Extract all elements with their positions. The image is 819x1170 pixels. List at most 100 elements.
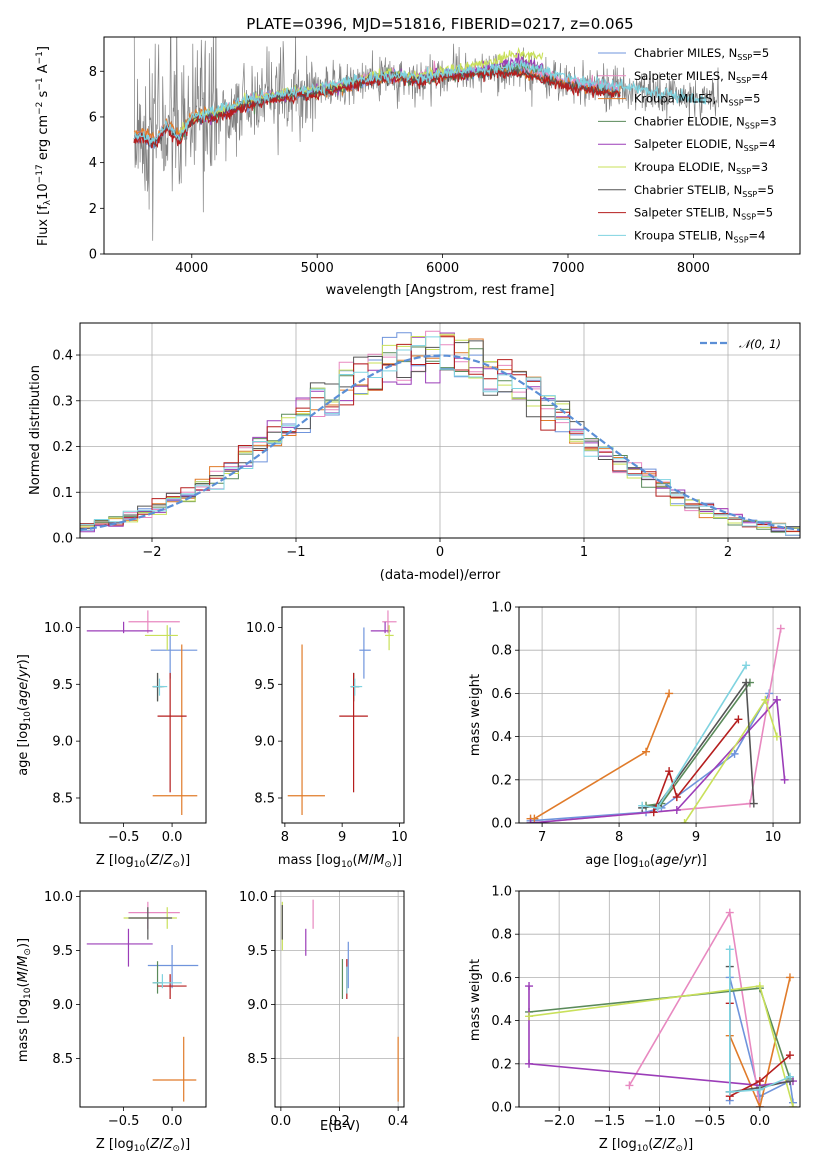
mass-vs-extinction-xtick-label: 0.4 (388, 1114, 409, 1129)
weight-vs-metallicity-point (725, 1087, 734, 1096)
weight-vs-age-series (526, 695, 789, 823)
age-vs-metallicity-panel: −0.5 0.0 8.5 9.0 9.5 10.0 Z [log10(Z/Z⊙)] age… (16, 606, 207, 870)
weight-vs-metallicity-point (755, 1077, 764, 1086)
age-vs-mass-ytick-label: 9.0 (254, 735, 275, 750)
spectrum-model-line (133, 58, 707, 146)
weight-vs-metallicity-line (729, 949, 791, 1093)
weight-vs-metallicity-point (785, 1051, 794, 1060)
residuals-series-group (80, 330, 800, 537)
weight-vs-metallicity-xtick-label: 0.0 (750, 1114, 771, 1129)
mass-vs-metallicity-marks (86, 901, 199, 1102)
mass-vs-metallicity-ytick-label: 10.0 (44, 890, 73, 905)
weight-vs-age-xtick-label: 8 (615, 830, 623, 845)
mass-vs-metallicity-ytick-label: 9.5 (52, 944, 73, 959)
age-vs-mass-ytick-label: 9.5 (254, 678, 275, 693)
weight-vs-age-ytick-label: 0.6 (491, 687, 512, 702)
residuals-ytick-label: 0.4 (52, 349, 73, 364)
residuals-panel: −2 −1 0 1 2 0.0 0.1 0.2 0.3 0.4 𝒩(0, 1) (data-mod… (28, 322, 801, 583)
age-vs-metallicity-errorbar (152, 678, 168, 696)
spectrum-xtick-label: 7000 (551, 261, 584, 276)
legend-label: Kroupa STELIB, NSSP=4 (634, 228, 765, 244)
spectrum-xtick-label: 8000 (677, 261, 710, 276)
legend-label: Chabrier MILES, NSSP=5 (634, 46, 769, 62)
age-vs-metallicity-errorbar (157, 672, 187, 793)
mass-vs-metallicity-axes: −0.5 0.0 8.5 9.0 9.5 10.0 (44, 890, 182, 1129)
spectrum-model-line (133, 67, 621, 149)
weight-vs-metallicity-series (525, 982, 797, 1107)
age-vs-mass-xtick-label: 9 (338, 830, 346, 845)
mass-vs-extinction-ytick-label: 10.0 (239, 890, 268, 905)
mass-vs-metallicity-errorbar (152, 974, 182, 989)
age-vs-mass-errorbar (359, 627, 371, 679)
weight-vs-metallicity-point (725, 908, 734, 917)
weight-vs-age-point (772, 732, 781, 741)
age-vs-mass-errorbar (370, 621, 391, 634)
age-vs-metallicity-errorbar (152, 644, 198, 816)
weight-vs-metallicity-point (725, 945, 734, 954)
weight-vs-age-point (680, 819, 689, 823)
residuals-xtick-label: 2 (724, 545, 732, 560)
mass-vs-extinction-ytick-label: 9.5 (247, 944, 268, 959)
gaussian-reference-line (80, 354, 800, 532)
weight-vs-metallicity-xtick-label: −0.5 (694, 1114, 726, 1129)
age-vs-mass-marks (287, 610, 397, 816)
weight-vs-age-point (749, 799, 758, 808)
weight-vs-age-xtick-label: 9 (692, 830, 700, 845)
weight-vs-metallicity-xlabel: Z [log10(Z/Z⊙)] (599, 1137, 693, 1154)
weight-vs-age-point (734, 715, 743, 724)
residuals-xtick-label: 0 (436, 545, 444, 560)
mass-vs-extinction-marks (281, 899, 399, 1102)
age-vs-metallicity-ytick-label: 10.0 (44, 621, 73, 636)
spectrum-title: PLATE=0396, MJD=51816, FIBERID=0217, z=0… (246, 15, 633, 33)
mass-vs-metallicity-errorbar (128, 907, 173, 940)
weight-vs-age-marks (526, 624, 789, 823)
residuals-frame (79, 322, 801, 539)
weight-vs-age-point (730, 749, 739, 758)
age-vs-metallicity-xtick-label: −0.5 (108, 830, 140, 845)
weight-vs-age-xlabel: age [log10(age/yr)] (585, 853, 707, 870)
age-vs-metallicity-xtick-label: 0.0 (162, 830, 183, 845)
mass-vs-extinction-xtick-label: 0.2 (329, 1114, 350, 1129)
legend-label: Kroupa ELODIE, NSSP=3 (634, 160, 768, 176)
age-vs-mass-xtick-label: 10 (391, 830, 408, 845)
residuals-histogram (80, 336, 800, 536)
age-vs-metallicity-axes: −0.5 0.0 8.5 9.0 9.5 10.0 (44, 621, 182, 845)
mass-vs-metallicity-errorbar (152, 1036, 197, 1102)
weight-vs-age-xtick-label: 10 (765, 830, 782, 845)
age-vs-mass-errorbar (385, 625, 394, 651)
weight-vs-metallicity-panel: −2.0 −1.5 −1.0 −0.5 0.0 0.0 0.2 0.4 0.6 0.8 1.0 Z … (468, 885, 801, 1154)
residuals-ytick-label: 0.0 (52, 532, 73, 547)
weight-vs-age-ytick-label: 0.2 (491, 773, 512, 788)
spectrum-ytick-label: 0 (89, 248, 97, 263)
spectrum-series-group (133, 37, 719, 241)
age-vs-mass-frame (281, 606, 405, 824)
legend-label: Chabrier STELIB, NSSP=5 (634, 183, 774, 199)
spectrum-legend: Chabrier MILES, NSSP=5 Salpeter MILES, NS… (598, 46, 777, 244)
weight-vs-age-point (526, 819, 535, 823)
age-vs-metallicity-marks (86, 610, 198, 816)
mass-vs-extinction-ytick-label: 9.0 (247, 998, 268, 1013)
mass-vs-extinction-frame (274, 890, 405, 1108)
legend-label: Salpeter ELODIE, NSSP=4 (634, 137, 776, 153)
weight-vs-metallicity-ytick-label: 0.4 (491, 1014, 512, 1029)
age-vs-mass-panel: 8 9 10 8.5 9.0 9.5 10.0 mass [log10(M/M⊙)] (246, 606, 408, 870)
age-vs-mass-errorbar (287, 644, 325, 816)
weight-vs-metallicity-frame (518, 890, 801, 1108)
mass-vs-metallicity-frame (79, 890, 207, 1108)
mass-vs-extinction-xlabel: E(B-V) (320, 1119, 360, 1134)
weight-vs-age-ytick-label: 0.0 (491, 817, 512, 832)
spectrum-ytick-label: 2 (89, 202, 97, 217)
legend-label: Salpeter STELIB, NSSP=5 (634, 206, 773, 222)
weight-vs-age-point (649, 808, 658, 817)
weight-vs-age-point (776, 624, 785, 633)
spectrum-xtick-label: 5000 (301, 261, 334, 276)
weight-vs-metallicity-line (729, 977, 791, 1107)
age-vs-metallicity-errorbar (144, 625, 178, 651)
weight-vs-metallicity-ytick-label: 0.8 (491, 928, 512, 943)
age-vs-metallicity-errorbar (128, 610, 180, 634)
age-vs-mass-axes: 8 9 10 8.5 9.0 9.5 10.0 (246, 621, 408, 845)
weight-vs-age-point (638, 801, 647, 810)
legend-label: Chabrier ELODIE, NSSP=3 (634, 114, 777, 130)
weight-vs-age-xtick-label: 7 (538, 830, 546, 845)
residuals-xtick-label: 1 (580, 545, 588, 560)
